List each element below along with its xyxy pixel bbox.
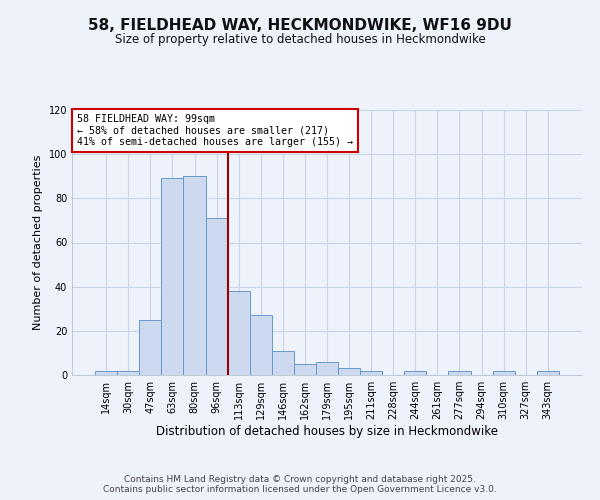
Bar	[139, 320, 161, 375]
Bar	[404, 370, 427, 375]
Bar	[117, 370, 139, 375]
Bar	[360, 370, 382, 375]
Bar	[338, 368, 360, 375]
Bar	[272, 350, 294, 375]
Bar	[184, 176, 206, 375]
Bar	[294, 364, 316, 375]
Bar	[206, 218, 227, 375]
X-axis label: Distribution of detached houses by size in Heckmondwike: Distribution of detached houses by size …	[156, 425, 498, 438]
Text: 58, FIELDHEAD WAY, HECKMONDWIKE, WF16 9DU: 58, FIELDHEAD WAY, HECKMONDWIKE, WF16 9D…	[88, 18, 512, 32]
Bar	[95, 370, 117, 375]
Bar	[250, 316, 272, 375]
Bar	[537, 370, 559, 375]
Bar	[227, 291, 250, 375]
Bar	[316, 362, 338, 375]
Text: Contains HM Land Registry data © Crown copyright and database right 2025.
Contai: Contains HM Land Registry data © Crown c…	[103, 474, 497, 494]
Bar	[161, 178, 184, 375]
Text: Size of property relative to detached houses in Heckmondwike: Size of property relative to detached ho…	[115, 32, 485, 46]
Y-axis label: Number of detached properties: Number of detached properties	[33, 155, 43, 330]
Text: 58 FIELDHEAD WAY: 99sqm
← 58% of detached houses are smaller (217)
41% of semi-d: 58 FIELDHEAD WAY: 99sqm ← 58% of detache…	[77, 114, 353, 147]
Bar	[448, 370, 470, 375]
Bar	[493, 370, 515, 375]
